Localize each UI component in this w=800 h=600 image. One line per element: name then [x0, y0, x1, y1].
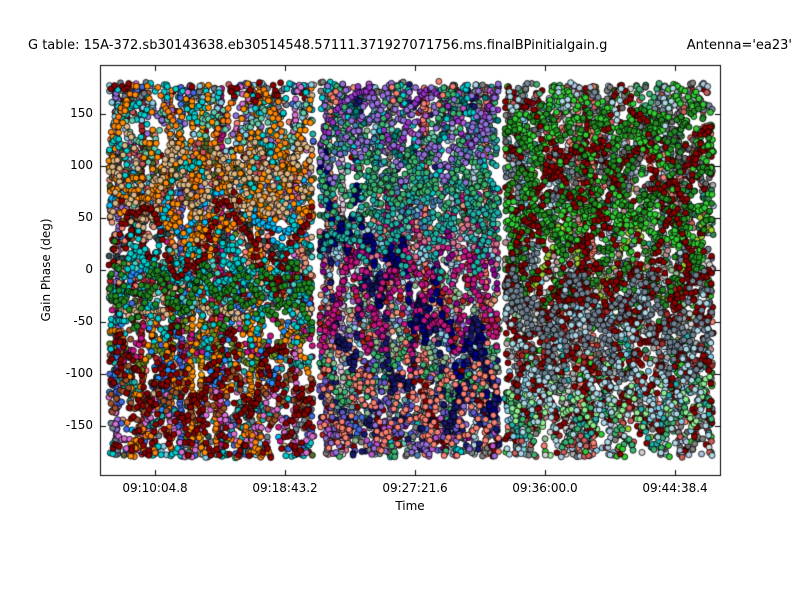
x-axis-label: Time: [395, 499, 425, 513]
title-antenna: Antenna='ea23': [686, 38, 792, 53]
x-tick-label: 09:18:43.2: [252, 481, 318, 495]
y-tick-label: 0: [85, 262, 93, 276]
chart-title: G table: 15A-372.sb30143638.eb30514548.5…: [28, 38, 792, 53]
x-tick-label: 09:10:04.8: [122, 481, 188, 495]
x-tick-label: 09:44:38.4: [642, 481, 708, 495]
y-tick-label: 50: [77, 209, 93, 224]
x-tick-label: 09:36:00.0: [512, 481, 578, 495]
title-gain-table: G table: 15A-372.sb30143638.eb30514548.5…: [28, 38, 608, 53]
y-tick-label: -150: [65, 418, 93, 433]
y-tick-label: -50: [73, 314, 93, 329]
y-tick-label: 100: [70, 157, 93, 172]
x-tick-label: 09:27:21.6: [382, 481, 448, 495]
y-tick-label: -100: [65, 366, 93, 381]
y-tick-label: 150: [70, 105, 93, 120]
